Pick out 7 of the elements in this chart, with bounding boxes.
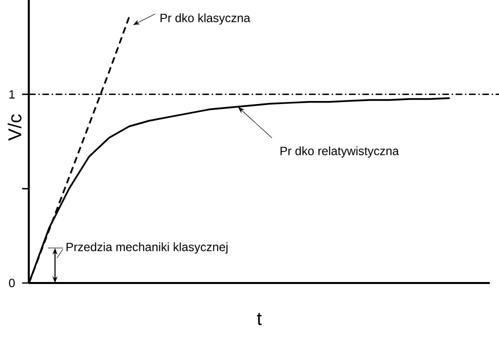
x-axis-title: t — [257, 312, 262, 326]
y-tick-label: 0 — [8, 278, 15, 288]
annotation: Pr dko klasyczna — [160, 13, 250, 25]
annotation: Pr dko relatywistyczna — [280, 146, 399, 158]
y-tick-label: 1 — [9, 90, 15, 98]
y-axis-title: V/c — [8, 114, 22, 141]
annotation: Przedzia mechaniki klasycznej — [66, 242, 228, 254]
